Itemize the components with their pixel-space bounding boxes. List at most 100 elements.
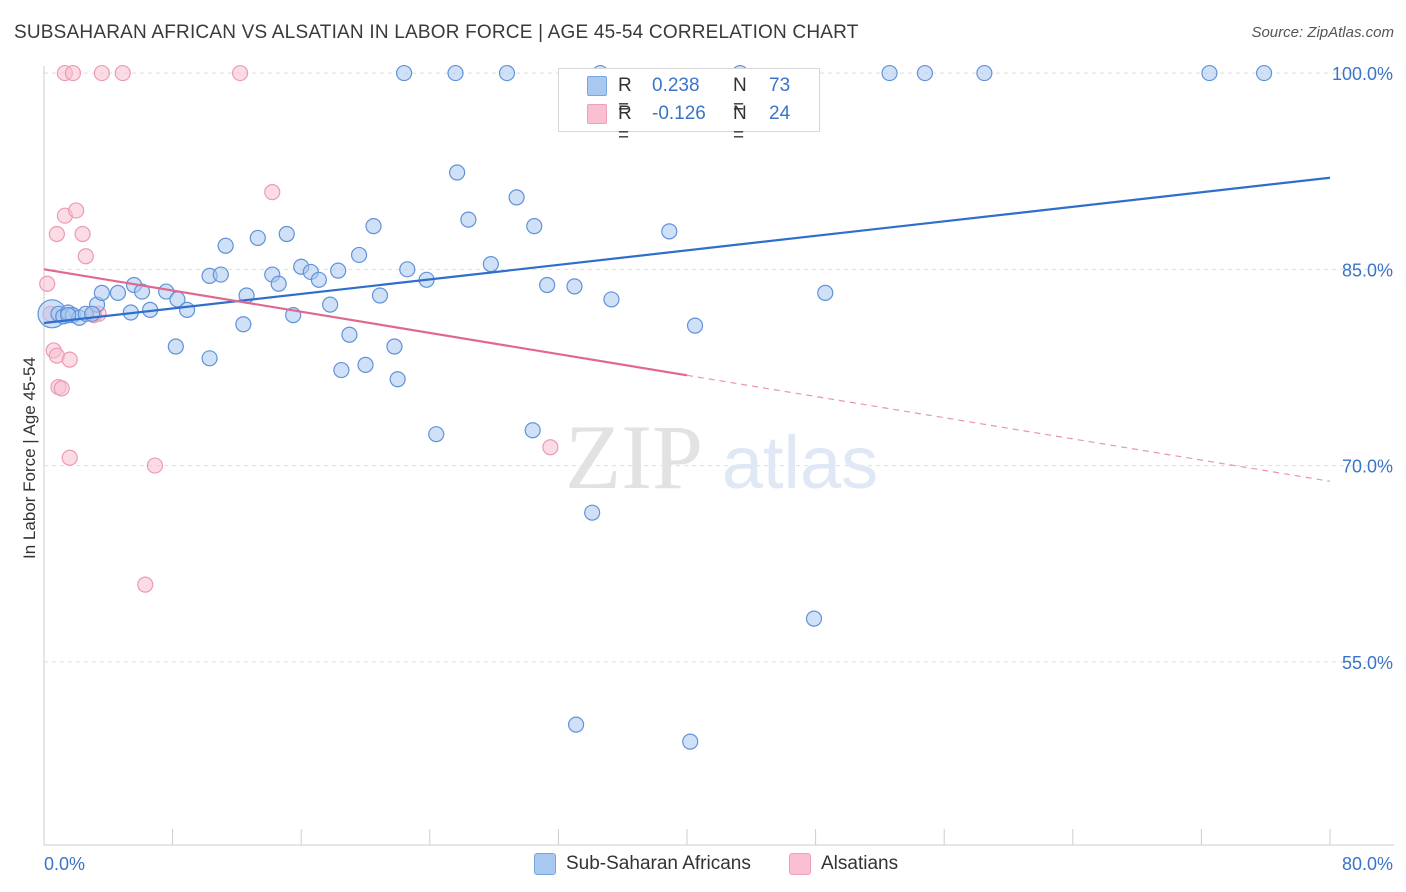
data-point-sub-saharan [235, 316, 252, 333]
trend-line-alsatians-extension [686, 374, 1331, 482]
data-point-sub-saharan [817, 284, 834, 301]
data-point-alsatians [74, 225, 91, 243]
data-point-sub-saharan [460, 211, 477, 228]
x-tick-label-max: 80.0% [1342, 854, 1393, 874]
data-point-sub-saharan [310, 271, 327, 288]
bottom-swatch-blue [534, 853, 556, 875]
watermark-atlas: atlas [722, 421, 878, 504]
data-point-sub-saharan [330, 262, 347, 279]
legend-swatch-blue [587, 76, 607, 96]
data-point-alsatians [77, 248, 94, 265]
data-point-sub-saharan [371, 287, 389, 304]
data-point-alsatians [48, 225, 65, 243]
y-tick-label: 100.0% [1332, 64, 1393, 84]
data-point-sub-saharan [1201, 64, 1218, 82]
data-point-sub-saharan [449, 164, 466, 181]
data-point-sub-saharan [93, 284, 110, 301]
watermark-zip: ZIP [565, 406, 703, 508]
data-point-sub-saharan [524, 422, 541, 439]
trend-line-sub-saharan [43, 176, 1331, 325]
bottom-legend-label: Alsatians [821, 853, 899, 874]
data-point-sub-saharan [447, 64, 464, 82]
data-point-sub-saharan [399, 261, 416, 278]
data-point-sub-saharan [322, 296, 339, 313]
data-point-sub-saharan [167, 338, 184, 355]
source-note: Source: ZipAtlas.com [1251, 24, 1394, 41]
data-point-sub-saharan [498, 64, 516, 82]
data-point-sub-saharan [428, 426, 445, 443]
data-point-sub-saharan [686, 317, 704, 334]
data-point-sub-saharan [508, 189, 525, 206]
y-tick-label: 70.0% [1342, 457, 1393, 477]
data-point-sub-saharan [109, 284, 127, 301]
data-point-sub-saharan [584, 504, 601, 521]
x-tick-label-min: 0.0% [44, 854, 85, 874]
data-point-alsatians [61, 351, 78, 368]
data-point-alsatians [61, 449, 78, 466]
y-tick-label: 55.0% [1342, 653, 1393, 673]
data-point-alsatians [93, 64, 110, 82]
data-point-sub-saharan [178, 301, 196, 318]
data-point-sub-saharan [217, 237, 234, 254]
data-point-sub-saharan [603, 291, 620, 308]
data-point-sub-saharan [567, 716, 585, 733]
data-point-alsatians [137, 576, 154, 593]
data-point-alsatians [53, 380, 70, 397]
data-point-sub-saharan [389, 371, 406, 388]
r-label: R = [618, 103, 632, 146]
data-point-sub-saharan [539, 276, 556, 294]
y-tick-labels: 55.0% 70.0% 85.0% 100.0% [1332, 64, 1393, 673]
data-point-sub-saharan [212, 266, 229, 283]
n-label: N = [733, 103, 747, 146]
data-point-sub-saharan [682, 733, 699, 750]
data-point-sub-saharan [482, 256, 499, 273]
data-point-sub-saharan [350, 246, 368, 264]
bottom-legend-label: Sub-Saharan Africans [566, 853, 751, 874]
data-point-sub-saharan [333, 361, 350, 379]
data-point-alsatians [64, 64, 82, 82]
n-value: 24 [769, 103, 791, 124]
bottom-swatch-pink [789, 853, 811, 875]
data-point-sub-saharan [270, 275, 287, 292]
n-value: 73 [769, 75, 791, 96]
trend-lines [43, 176, 1331, 482]
series-sub-saharan-africans [37, 64, 1273, 750]
n-label: N = [733, 75, 747, 118]
data-point-sub-saharan [249, 229, 266, 247]
r-label: R = [618, 75, 632, 118]
data-point-alsatians [264, 184, 281, 201]
data-point-sub-saharan [201, 350, 218, 367]
y-axis-label: In Labor Force | Age 45-54 [20, 357, 39, 559]
legend-swatch-pink [587, 104, 607, 124]
data-point-alsatians [146, 457, 164, 474]
data-point-sub-saharan [881, 64, 898, 82]
data-point-alsatians [542, 439, 559, 456]
r-value: -0.126 [652, 103, 706, 124]
axes [43, 66, 1394, 846]
series-alsatians [39, 64, 559, 593]
data-point-sub-saharan [1255, 64, 1273, 82]
data-point-sub-saharan [341, 326, 358, 343]
data-point-sub-saharan [386, 338, 403, 355]
data-point-sub-saharan [916, 64, 934, 82]
correlation-legend: R = 0.238 N = 73 R = -0.126 N = 24 [558, 68, 820, 146]
data-point-sub-saharan [805, 610, 823, 627]
data-point-alsatians [232, 64, 249, 82]
data-point-alsatians [39, 275, 56, 292]
x-tick-labels: 0.0% 80.0% [44, 854, 1393, 874]
data-point-alsatians [68, 202, 85, 219]
data-point-alsatians [114, 64, 131, 82]
data-point-sub-saharan [526, 218, 543, 235]
grid-lines [44, 72, 1394, 663]
data-point-sub-saharan [133, 283, 151, 300]
trend-line-alsatians [43, 268, 688, 377]
data-point-sub-saharan [976, 64, 993, 82]
y-tick-label: 85.0% [1342, 260, 1393, 280]
data-point-sub-saharan [661, 223, 678, 240]
data-point-sub-saharan [566, 278, 583, 295]
data-point-sub-saharan [395, 64, 413, 82]
data-point-sub-saharan [357, 356, 374, 373]
data-point-sub-saharan [365, 218, 382, 235]
r-value: 0.238 [652, 75, 700, 96]
